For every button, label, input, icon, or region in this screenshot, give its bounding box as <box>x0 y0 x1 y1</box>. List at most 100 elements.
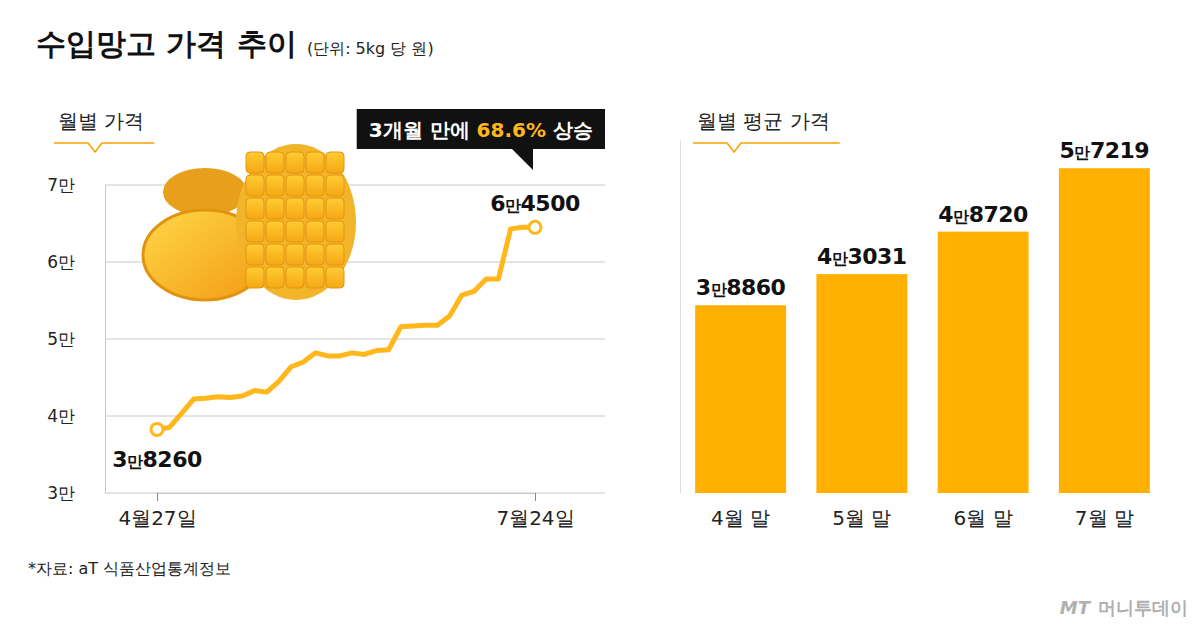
data-label: 3만8260 <box>112 447 202 472</box>
x-tick: 7월 말 <box>1075 493 1134 530</box>
x-tick-mark <box>157 493 158 501</box>
mango-cube <box>306 221 324 242</box>
grid-line <box>105 339 605 340</box>
credit-part: 머니투데이 <box>1098 597 1188 618</box>
label-part: 5 <box>1060 138 1075 163</box>
x-tick-label: 4월27일 <box>118 506 196 530</box>
label-part: 7219 <box>1090 138 1149 163</box>
annotation-pointer <box>511 148 533 170</box>
mango-cube <box>306 152 324 173</box>
label-part: 만 <box>832 249 848 268</box>
mango-cube <box>306 267 324 288</box>
mango-half <box>143 210 267 300</box>
label-part: 8260 <box>143 447 202 472</box>
mango-cube <box>246 198 264 219</box>
data-label: 4만8720 <box>938 202 1028 227</box>
mango-cube <box>246 152 264 173</box>
data-label: 5만7219 <box>1060 138 1150 163</box>
y-tick: 6만 <box>47 252 105 272</box>
mango-cube <box>326 198 344 219</box>
mango-cube <box>286 152 304 173</box>
mango-cube <box>266 152 284 173</box>
mango-cube <box>306 244 324 265</box>
label-part: 3 <box>696 275 711 300</box>
data-label: 6만4500 <box>490 191 580 216</box>
x-tick: 5월 말 <box>832 493 891 530</box>
price-line <box>157 227 535 429</box>
y-tick-label: 6만 <box>47 252 75 272</box>
label-part: 만 <box>953 207 969 226</box>
data-labels: 3만8260 6만4500 <box>112 191 580 472</box>
x-tick: 4월 말 <box>711 493 770 530</box>
annotation-part: 상승 <box>553 118 593 142</box>
mango-cube <box>266 267 284 288</box>
mango-cube <box>326 244 344 265</box>
label-part: 만 <box>711 280 727 299</box>
label-part: 4 <box>817 244 832 269</box>
mango-cube <box>326 152 344 173</box>
mango-cube <box>266 198 284 219</box>
bar <box>938 232 1029 493</box>
label-part: 4 <box>938 202 953 227</box>
mango-cube <box>286 244 304 265</box>
source: *자료: aT 식품산업통계정보 <box>28 559 231 578</box>
label-part: 8720 <box>969 202 1028 227</box>
x-tick-mark <box>535 493 536 501</box>
y-tick: 7만 <box>47 175 105 195</box>
y-axis-line <box>680 141 681 494</box>
data-label: 3만8860 <box>696 275 786 300</box>
mango-cube <box>266 175 284 196</box>
mango-cube <box>246 267 264 288</box>
mango-cube <box>306 198 324 219</box>
label-part: 4500 <box>521 191 580 216</box>
y-tick: 3만 <box>47 483 105 503</box>
x-tick: 4월27일 <box>118 493 196 530</box>
x-tick-label: 7월 말 <box>1075 506 1134 530</box>
label-part: 8860 <box>726 275 785 300</box>
mango-skin <box>236 144 356 300</box>
x-axis: 4월27일 7월24일 <box>118 493 574 530</box>
mango-cube <box>326 221 344 242</box>
chart-canvas: 수입망고 가격 추이(단위: 5kg 당 원)월별 가격3만4만5만6만7만4월… <box>0 0 1200 628</box>
mango-cube <box>286 267 304 288</box>
y-tick: 4만 <box>47 406 105 426</box>
bar <box>816 274 907 493</box>
x-tick-label: 7월24일 <box>496 506 574 530</box>
y-axis: 3만 4만 5만 6만 7만 <box>47 175 105 503</box>
grid-line <box>105 493 605 494</box>
bar <box>1059 168 1150 493</box>
data-labels: 3만88604만30314만87205만7219 <box>696 138 1149 300</box>
y-tick: 5만 <box>47 329 105 349</box>
y-tick-label: 7만 <box>47 175 75 195</box>
mango-cube <box>326 267 344 288</box>
x-tick-label: 6월 말 <box>954 506 1013 530</box>
annotation-part: 68.6% <box>477 118 546 142</box>
mango-cube <box>266 244 284 265</box>
end-marker <box>529 221 541 233</box>
mango-cube <box>246 221 264 242</box>
y-tick-label: 4만 <box>47 406 75 426</box>
label-part: 만 <box>1074 143 1090 162</box>
y-axis-line <box>105 186 106 494</box>
x-axis: 4월 말 5월 말 6월 말 7월 말 <box>711 493 1134 530</box>
x-tick-label: 5월 말 <box>832 506 891 530</box>
mango-cube <box>286 175 304 196</box>
label-part: 만 <box>505 196 521 215</box>
page: 수입망고 가격 추이(단위: 5kg 당 원)월별 가격3만4만5만6만7만4월… <box>0 0 1200 628</box>
annotation-part: 3개월 만에 <box>369 118 470 142</box>
annotation: 3개월 만에 68.6% 상승 <box>357 109 605 170</box>
annotation-box <box>357 109 605 149</box>
marks <box>695 168 1150 493</box>
label-part: 만 <box>127 452 143 471</box>
x-tick: 6월 말 <box>954 493 1013 530</box>
panel-subtitle: 월별 평균 가격 <box>697 109 830 133</box>
panel-subtitle: 월별 가격 <box>58 109 144 133</box>
credit-part: MT <box>1060 597 1092 618</box>
mango-cube <box>286 198 304 219</box>
credit: MT 머니투데이 <box>1060 597 1188 618</box>
unit-note: (단위: 5kg 당 원) <box>307 39 434 58</box>
mango-cube <box>246 175 264 196</box>
bar <box>695 305 786 493</box>
y-tick-label: 3만 <box>47 483 75 503</box>
data-label: 4만3031 <box>817 244 907 269</box>
